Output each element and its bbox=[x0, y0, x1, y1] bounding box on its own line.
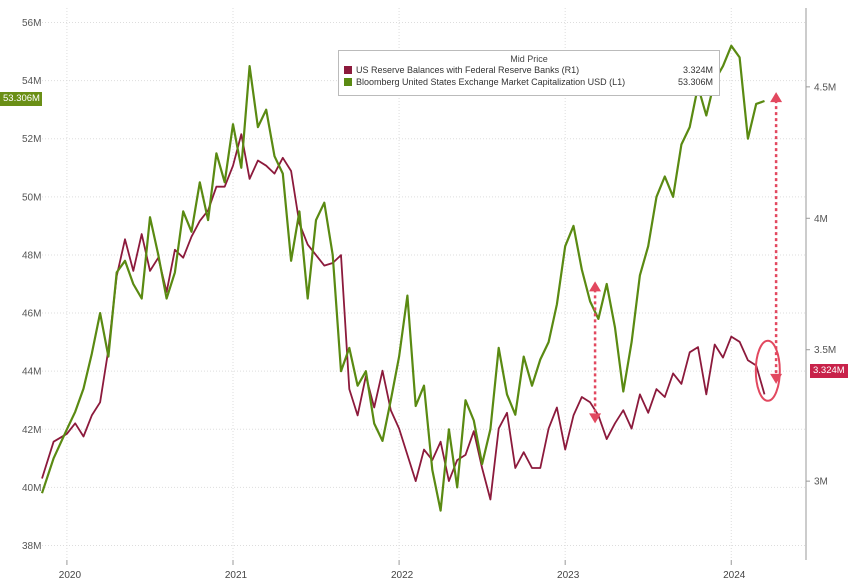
left-tick-label: 44M bbox=[22, 367, 41, 378]
left-axis: 56M 54M 52M 50M 48M 46M 44M 42M 40M 38M bbox=[22, 18, 41, 552]
left-tick-label: 50M bbox=[22, 192, 41, 203]
left-last-value-tag: 53.306M bbox=[0, 92, 42, 106]
series-line-market-cap bbox=[40, 44, 765, 512]
left-tick-label: 56M bbox=[22, 18, 41, 29]
legend-name-reserves: US Reserve Balances with Federal Reserve… bbox=[356, 65, 580, 75]
left-tick-label: 38M bbox=[22, 541, 41, 552]
right-tick-label: 4.5M bbox=[814, 82, 836, 93]
left-tick-label: 52M bbox=[22, 134, 41, 145]
legend-entry-reserves: US Reserve Balances with Federal Reserve… bbox=[339, 64, 719, 76]
x-tick-label: 2020 bbox=[59, 570, 82, 581]
annotation-ellipse bbox=[754, 339, 781, 402]
right-tick-label: 4M bbox=[814, 214, 828, 225]
legend-value-reserves: 3.324M bbox=[682, 65, 713, 75]
legend-value-marketcap: 53.306M bbox=[677, 77, 713, 87]
annotation-arrowhead-up bbox=[770, 92, 783, 103]
right-axis: 4.5M 4M 3.5M 3M bbox=[805, 8, 836, 560]
series-line-reserve-balances bbox=[41, 133, 766, 501]
legend-name-marketcap: Bloomberg United States Exchange Market … bbox=[356, 77, 626, 87]
legend-title: Mid Price bbox=[510, 54, 548, 64]
left-tick-label: 54M bbox=[22, 76, 41, 87]
legend-swatch-marketcap bbox=[344, 78, 352, 86]
x-tick-label: 2021 bbox=[225, 570, 248, 581]
legend: Mid Price US Reserve Balances with Feder… bbox=[338, 50, 720, 96]
x-tick-label: 2023 bbox=[557, 570, 580, 581]
left-tick-label: 42M bbox=[22, 425, 41, 436]
annotation-arrowhead-up bbox=[589, 281, 602, 292]
x-axis: 2020 2021 2022 2023 2024 bbox=[59, 560, 746, 581]
legend-swatch-reserves bbox=[344, 66, 352, 74]
left-tick-label: 46M bbox=[22, 309, 41, 320]
annotations bbox=[589, 92, 783, 424]
legend-entry-marketcap: Bloomberg United States Exchange Market … bbox=[339, 76, 719, 88]
right-last-value-tag: 3.324M bbox=[810, 364, 848, 378]
right-tick-label: 3.5M bbox=[814, 345, 836, 356]
right-tick-label: 3M bbox=[814, 477, 828, 488]
series-lines bbox=[40, 44, 766, 512]
annotation-arrowhead-down bbox=[589, 413, 602, 424]
x-tick-label: 2024 bbox=[723, 570, 746, 581]
left-tick-label: 48M bbox=[22, 250, 41, 261]
x-tick-label: 2022 bbox=[391, 570, 414, 581]
left-tick-label: 40M bbox=[22, 483, 41, 494]
